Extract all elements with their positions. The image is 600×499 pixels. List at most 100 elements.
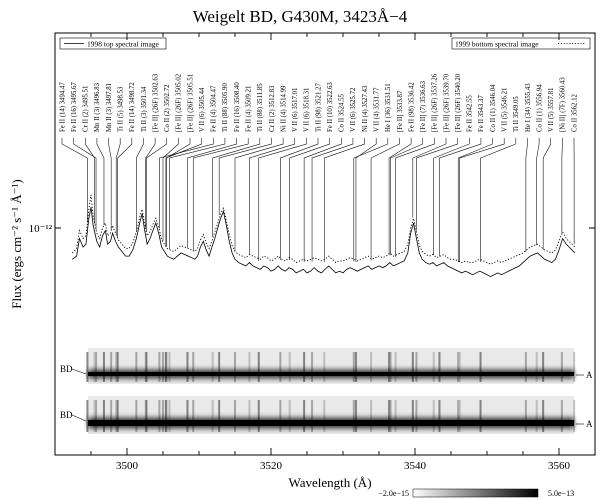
spectral-streak [102, 352, 105, 382]
line-id-label: Ti II (88) 3511.85 [257, 83, 264, 132]
line-id-label: Mn II (3) 3497.81 [106, 83, 113, 132]
x-axis-label: Wavelength (Å) [288, 475, 371, 490]
line-id-label: V II (6) 3517.01 [292, 88, 299, 132]
spectral-streak [438, 352, 441, 382]
spectral-streak [86, 352, 89, 382]
line-id-label: Fe II (4) 3509.21 [245, 86, 252, 132]
line-id-leader [115, 138, 121, 235]
line-id-leader [353, 138, 389, 262]
spectral-streak [158, 400, 161, 432]
line-id-leader [311, 138, 354, 262]
line-id-leader [218, 138, 272, 216]
line-id-leader [166, 138, 191, 247]
spectral-streak [479, 400, 482, 432]
line-id-leader [416, 138, 458, 231]
line-id-label: [Ni II] (7F) 3560.43 [560, 77, 567, 132]
spectral-streak [116, 352, 119, 382]
line-id-label: Cr II (2) 3512.83 [269, 85, 276, 132]
bd-label-bottom: BD [60, 410, 73, 420]
spectral-streak [279, 352, 282, 382]
spectral-streak [479, 352, 482, 382]
spectral-streak [311, 400, 314, 432]
line-id-label: Ti II (88) 3505.90 [222, 83, 229, 132]
spectral-streak [135, 352, 138, 382]
spectral-streak [186, 352, 189, 382]
line-id-leader [96, 138, 105, 226]
spectral-streak [288, 400, 291, 432]
spectral-streak [211, 352, 214, 382]
spectral-streak [457, 400, 460, 432]
line-id-label: Co II 3562.12 [571, 93, 578, 132]
line-id-label: Mn II (3) 3496.83 [94, 82, 101, 132]
spectral-streak [415, 400, 418, 432]
spectral-streak [524, 352, 527, 382]
spectral-streak [145, 352, 148, 382]
line-id-leader [145, 138, 156, 228]
spectral-streak [248, 400, 251, 432]
spectral-streak [110, 400, 113, 432]
line-id-leader [457, 138, 493, 262]
line-id-label: Co II (1) 3546.04 [490, 84, 497, 132]
line-id-label: Ti II 3549.05 [513, 96, 520, 132]
spectral-streak [303, 400, 306, 432]
series-layer [71, 194, 576, 278]
line-id-label: Fe II (98) 3536.42 [408, 82, 415, 132]
line-id-leader [480, 138, 517, 262]
line-id-leader [187, 138, 237, 248]
line-id-leader [169, 138, 226, 250]
bd-pointer-top [71, 368, 87, 375]
spectral-streak [370, 400, 373, 432]
spectral-streak [524, 400, 527, 432]
line-id-label: [Fe II] 3533.87 [397, 90, 404, 132]
line-id-leader [412, 138, 447, 218]
spectral-streak [432, 400, 435, 432]
line-id-leader [388, 138, 412, 256]
line-id-label: Ti II (5) 3498.53 [117, 86, 124, 132]
line-id-label: Cr II (2) 3495.51 [83, 86, 90, 132]
line-id-leader [439, 138, 482, 257]
line-id-label: V II (6) 3518.31 [304, 88, 311, 132]
spectral-streak [411, 352, 414, 382]
x-tick-label: 3520 [260, 460, 283, 472]
a-label-bottom: A [586, 419, 593, 429]
line-id-leader [258, 138, 307, 261]
spectral-streak [288, 352, 291, 382]
colorbar-gradient [412, 488, 539, 498]
line-id-leader [159, 138, 214, 229]
spectral-streak [388, 352, 391, 382]
chart-title: Weigelt BD, G430M, 3423Å−4 [193, 7, 408, 26]
spectral-streak [110, 352, 113, 382]
line-id-label: [Fe II] (26F) 3505.51 [187, 74, 194, 132]
spectral-streak [115, 400, 118, 432]
line-id-leader [212, 138, 261, 237]
line-id-label: Ni II (4) 3514.99 [280, 85, 287, 132]
spectral-streak [145, 400, 148, 432]
line-id-leader [370, 138, 400, 261]
spectral-streak [458, 352, 461, 382]
line-id-label: V II (6) 3525.72 [350, 87, 357, 132]
spectral-streak [354, 352, 357, 382]
line-id-label: [Fe II] (26F) 3539.70 [443, 73, 450, 132]
line-id-leader [459, 138, 505, 262]
line-id-label: [Fe II] (26F) 3537.26 [432, 73, 439, 132]
spectral-image-bottom-stripes [86, 400, 576, 432]
line-id-label: Fe II (16) 3508.40 [234, 82, 241, 132]
line-id-label: Fe II 3543.37 [478, 95, 485, 132]
line-id-leader [289, 138, 330, 260]
line-id-label: Fe II (14) 3498.72 [129, 82, 136, 132]
line-id-leader [165, 138, 202, 246]
legend-label-1999: 1999 bottom spectral image [455, 40, 539, 49]
spectral-streak [354, 400, 357, 432]
line-id-leader [61, 138, 88, 223]
spectral-streak [192, 352, 195, 382]
line-id-leader [73, 138, 97, 230]
line-id-label: V II (5) 3557.81 [548, 88, 555, 132]
spectral-streak [186, 400, 189, 432]
line-id-leader [303, 138, 342, 262]
line-id-leader [433, 138, 470, 256]
spectral-streak [234, 352, 236, 382]
x-tick-label: 3560 [548, 460, 571, 472]
spectral-streak [411, 400, 414, 432]
line-id-label: Ti II (3) 3501.34 [141, 86, 148, 132]
